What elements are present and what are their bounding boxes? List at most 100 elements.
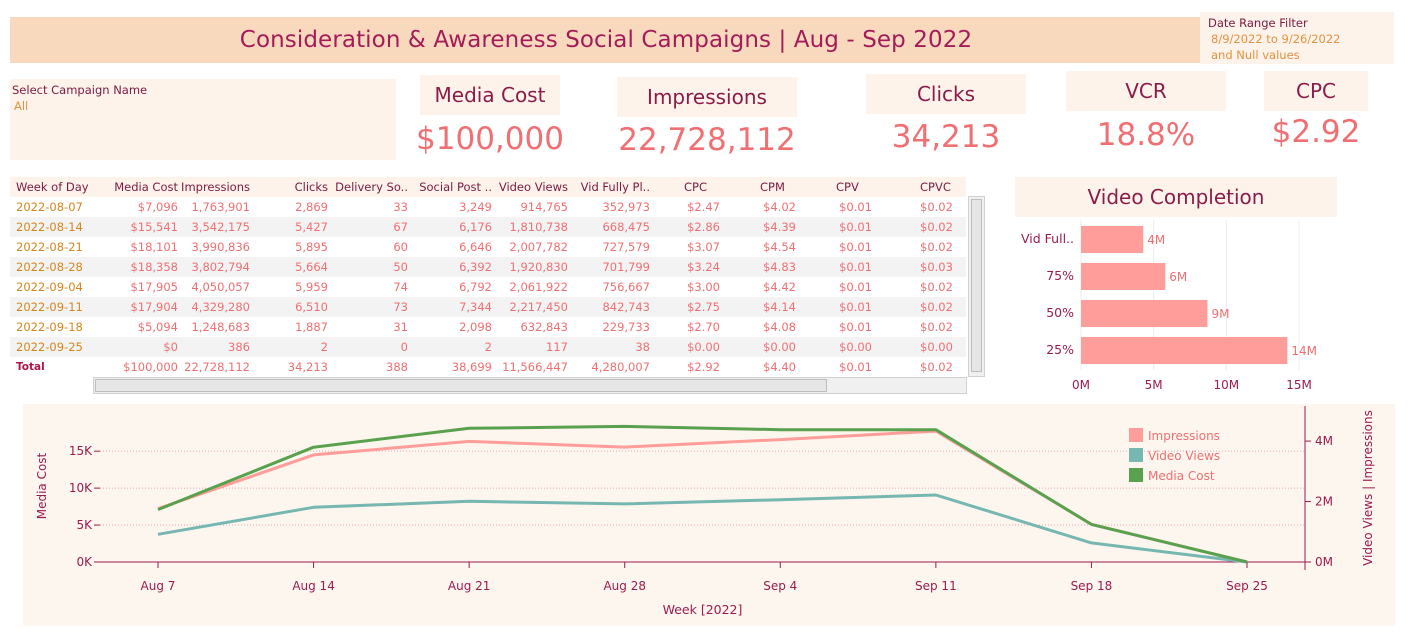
table-cell: $4.40 [763, 360, 796, 374]
table-cell: $0 [163, 340, 178, 354]
legend-label: Video Views [1148, 449, 1220, 463]
table-cell: $0.02 [920, 300, 953, 314]
table-header-cell[interactable]: Delivery So.. [335, 180, 408, 194]
x-axis-title: Week [2022] [663, 602, 743, 617]
table-cell: 0 [400, 340, 408, 354]
vc-x-tick-label: 15M [1286, 378, 1312, 392]
table-cell: $18,101 [130, 240, 178, 254]
video-completion-chart: 0M 5M 10M 15M Vid Full.. 4M 75% 6M 50% 9M 25% 14M [1021, 220, 1317, 392]
table-cell: $5,094 [137, 320, 178, 334]
table-cell: 701,799 [602, 260, 650, 274]
kpi-cpc-value: $2.92 [1271, 114, 1361, 150]
table-cell: 2,007,782 [509, 240, 568, 254]
table-cell: $0.02 [920, 280, 953, 294]
campaign-name-filter-value[interactable]: All [14, 99, 29, 113]
campaign-name-filter[interactable]: Select Campaign Name All [10, 79, 396, 160]
table-cell: 4,050,057 [191, 280, 250, 294]
table-row: 2022-08-28 $18,358 3,802,794 5,664 50 6,392 1,… [10, 257, 966, 277]
table-cell: $4.42 [763, 280, 796, 294]
table-cell: $0.02 [920, 320, 953, 334]
table-cell: 6,646 [459, 240, 492, 254]
table-cell: $0.02 [920, 220, 953, 234]
table-cell: 842,743 [602, 300, 650, 314]
table-cell: 2022-09-04 [16, 280, 83, 294]
x-axis-tick-label: Aug 21 [448, 579, 491, 593]
table-cell: $0.02 [920, 360, 953, 374]
table-cell: $0.01 [839, 200, 872, 214]
table-cell: $0.01 [839, 220, 872, 234]
table-horizontal-scrollbar[interactable] [93, 377, 967, 394]
table-cell: 73 [393, 300, 408, 314]
dashboard-title: Consideration & Awareness Social Campaig… [239, 27, 973, 53]
table-header-cell[interactable]: Media Cost [114, 180, 178, 194]
table-cell: 38 [635, 340, 650, 354]
table-cell: $4.54 [763, 240, 796, 254]
legend-swatch [1129, 468, 1143, 482]
table-header-cell[interactable]: Week of Day [16, 180, 89, 194]
table-cell: 7,344 [459, 300, 492, 314]
video-completion-title: Video Completion [1015, 177, 1337, 217]
table-header-cell[interactable]: Clicks [294, 180, 328, 194]
table-cell: 2,098 [459, 320, 492, 334]
left-axis-tick-label: 10K [69, 481, 93, 495]
table-cell: 756,667 [602, 280, 650, 294]
table-header-cell[interactable]: Vid Fully Pl.. [580, 180, 650, 194]
table-cell: 1,887 [295, 320, 328, 334]
table-header-cell[interactable]: Impressions [181, 180, 250, 194]
table-horizontal-scroll-thumb[interactable] [95, 379, 827, 392]
table-cell: 38,699 [451, 360, 492, 374]
right-axis-title: Video Views | Impressions [1361, 410, 1375, 566]
x-axis-tick-label: Aug 14 [292, 579, 335, 593]
table-cell: $4.39 [763, 220, 796, 234]
table-cell: $15,541 [130, 220, 178, 234]
date-range-filter-value[interactable]: 8/9/2022 to 9/26/2022 [1211, 32, 1341, 46]
kpi-vcr-value: 18.8% [1096, 117, 1196, 153]
table-cell: 5,895 [295, 240, 328, 254]
date-range-filter[interactable]: Date Range Filter 8/9/2022 to 9/26/2022 … [1200, 12, 1394, 64]
table-cell: $3.24 [687, 260, 720, 274]
table-cell: 2,869 [295, 200, 328, 214]
campaign-name-filter-label: Select Campaign Name [12, 83, 148, 97]
legend-swatch [1129, 428, 1143, 442]
table-cell: Total [16, 361, 45, 373]
kpi-media-cost-value: $100,000 [416, 121, 564, 157]
table-cell: $4.02 [763, 200, 796, 214]
table-cell: 2 [484, 340, 492, 354]
table-cell: $18,358 [130, 260, 178, 274]
table-cell: 1,248,683 [191, 320, 250, 334]
table-header-cell[interactable]: CPV [836, 180, 859, 194]
table-row: 2022-08-21 $18,101 3,990,836 5,895 60 6,646 2,… [10, 237, 966, 257]
kpi-cpc-title: CPC [1264, 71, 1368, 111]
right-axis-tick-label: 0M [1315, 555, 1333, 569]
table-cell: 632,843 [520, 320, 568, 334]
table-cell: $100,000 [123, 360, 178, 374]
date-range-filter-null[interactable]: and Null values [1211, 48, 1300, 62]
table-cell: 2022-09-11 [16, 300, 83, 314]
table-cell: 2022-08-14 [16, 220, 83, 234]
table-cell: $17,904 [130, 300, 178, 314]
table-header-cell[interactable]: CPM [760, 180, 785, 194]
table-header-cell[interactable]: Video Views [498, 180, 568, 194]
table-cell: 5,959 [295, 280, 328, 294]
kpi-vcr-title: VCR [1066, 71, 1226, 111]
table-cell: 2 [320, 340, 328, 354]
legend-label: Impressions [1148, 429, 1220, 443]
x-axis-tick-label: Aug 28 [603, 579, 646, 593]
table-header-cell[interactable]: CPC [684, 180, 707, 194]
table-total-row: Total $100,000 22,728,112 34,213 388 38,699 11… [10, 357, 966, 377]
right-axis-tick-label: 2M [1315, 495, 1333, 509]
table-cell: 74 [393, 280, 408, 294]
table-row: 2022-09-11 $17,904 4,329,280 6,510 73 7,344 2,… [10, 297, 966, 317]
table-cell: $0.01 [839, 240, 872, 254]
table-header-cell[interactable]: Social Post .. [419, 180, 492, 194]
table-cell: $0.01 [839, 260, 872, 274]
table-header-cell[interactable]: CPVC [920, 180, 951, 194]
table-cell: 352,973 [602, 200, 650, 214]
table-cell: 1,920,830 [509, 260, 568, 274]
table-cell: $0.02 [920, 200, 953, 214]
vc-bar [1081, 337, 1288, 364]
table-vertical-scrollbar[interactable] [968, 196, 985, 377]
table-vertical-scroll-thumb[interactable] [971, 199, 982, 372]
table-cell: 22,728,112 [184, 360, 250, 374]
legend-swatch [1129, 448, 1143, 462]
